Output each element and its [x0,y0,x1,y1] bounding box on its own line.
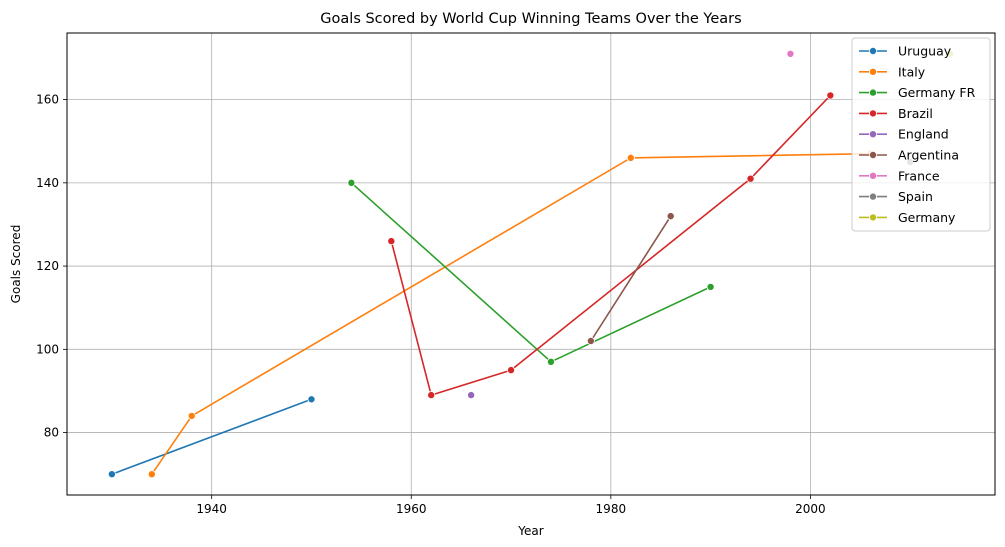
series-line-uruguay [111,398,312,475]
data-point-france [786,49,795,58]
grid [67,33,995,495]
y-tick-label: 80 [44,426,59,440]
data-point-uruguay [107,470,116,479]
series-france [786,49,795,58]
y-tick-label: 160 [36,93,59,107]
data-point-germany-fr [706,282,715,291]
data-point-germany-fr [347,178,356,187]
legend-marker-germany-fr [869,88,878,97]
legend-marker-uruguay [869,47,878,56]
legend-label-italy: Italy [898,64,926,79]
x-tick-label: 1940 [196,502,227,516]
y-tick-label: 140 [36,176,59,190]
series-line-argentina [590,215,672,342]
legend-label-uruguay: Uruguay [898,44,952,59]
data-point-england [467,391,476,400]
series-uruguay [107,395,316,479]
legend-marker-germany [869,213,878,222]
legend-label-france: France [898,168,940,183]
data-point-brazil [746,174,755,183]
series-brazil [387,91,835,400]
plot-area-frame [66,32,996,496]
legend: Uruguay Italy Germany FR Brazil England Argen… [851,37,991,232]
data-point-italy [626,153,635,162]
x-tick-label: 1960 [396,502,427,516]
y-axis-label: Goals Scored [9,225,23,304]
legend-marker-brazil [869,109,878,118]
series-argentina [586,212,675,345]
series-england [467,391,476,400]
y-tick-label: 100 [36,342,59,356]
data-point-brazil [826,91,835,100]
data-point-brazil [507,366,516,375]
legend-marker-argentina [869,150,878,159]
legend-marker-spain [869,192,878,201]
legend-label-brazil: Brazil [898,106,933,121]
legend-label-germany-fr: Germany FR [898,85,976,100]
x-axis-label: Year [517,524,543,538]
y-tick-label: 120 [36,259,59,273]
legend-label-spain: Spain [898,189,933,204]
legend-marker-france [869,171,878,180]
data-point-argentina [666,212,675,221]
x-tick-label: 1980 [596,502,627,516]
data-point-italy [147,470,156,479]
data-point-germany-fr [546,357,555,366]
axis-ticks: 1940 1960 1980 2000 80 100 120 140 160 [36,93,826,516]
chart-title: Goals Scored by World Cup Winning Teams … [320,11,741,27]
legend-label-argentina: Argentina [898,148,959,163]
data-point-italy [187,411,196,420]
legend-marker-england [869,130,878,139]
legend-label-england: England [898,127,949,142]
series-line-italy [151,152,871,475]
data-point-brazil [427,391,436,400]
legend-label-germany: Germany [898,210,956,225]
legend-marker-italy [869,67,878,76]
data-point-brazil [387,237,396,246]
series-germany-fr [347,178,715,366]
legend-box [851,37,991,232]
data-point-argentina [586,336,595,345]
data-point-uruguay [307,395,316,404]
x-tick-label: 2000 [795,502,826,516]
